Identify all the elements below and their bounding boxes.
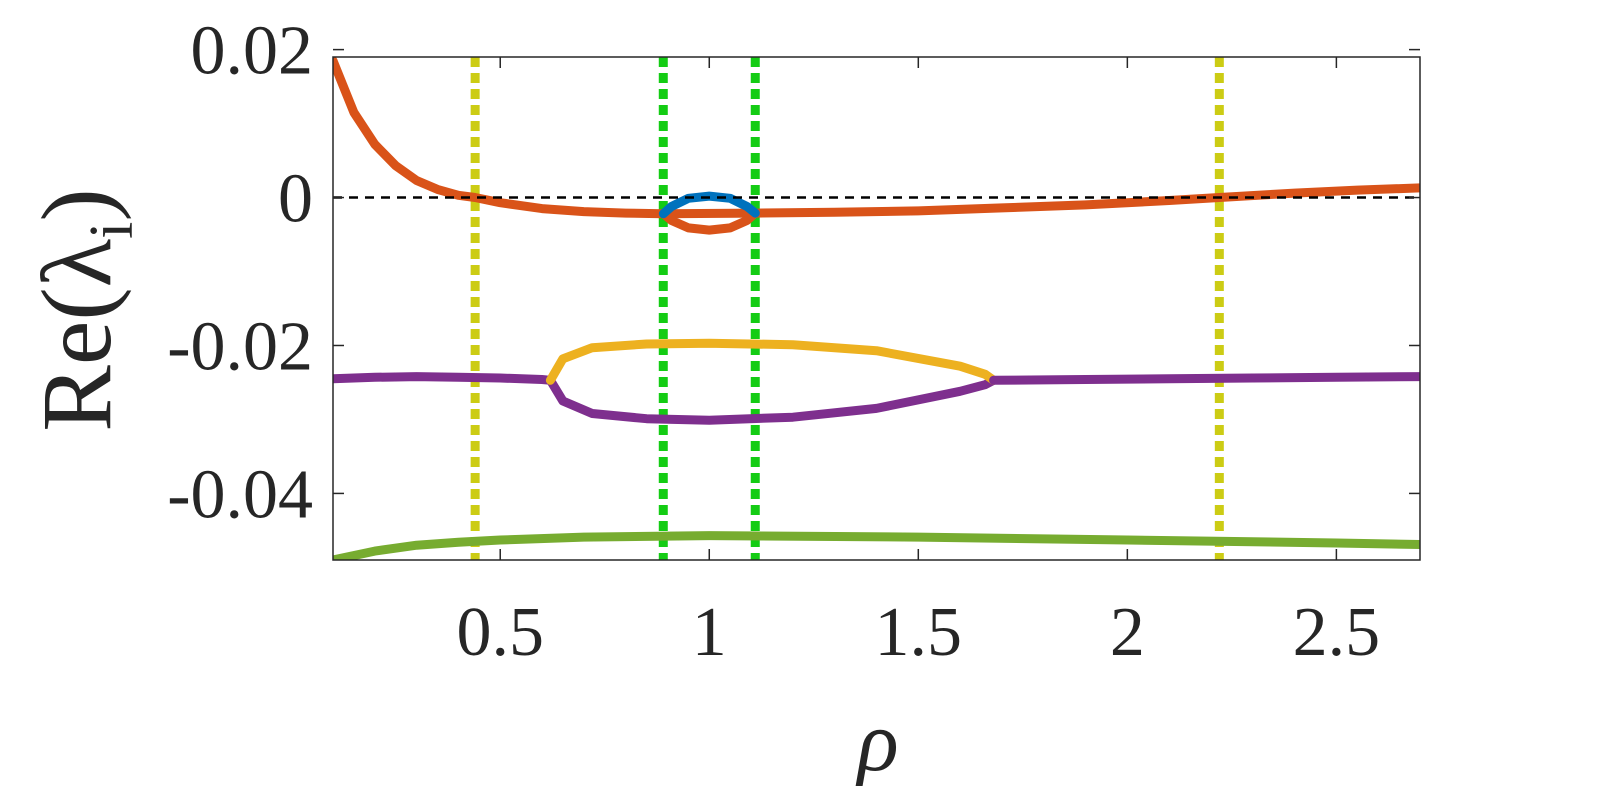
series-lines (333, 57, 1420, 560)
x-axis-label: ρ (854, 693, 898, 786)
x-tick-label-2: 1.5 (875, 594, 963, 671)
vertical-lines (470, 57, 1224, 560)
x-tick-label-4: 2.5 (1293, 594, 1381, 671)
series-line-2 (658, 191, 760, 219)
y-tick-label-0: 0.02 (191, 13, 314, 90)
y-tick-label-2: -0.02 (167, 308, 313, 385)
axis-ticks (333, 48, 1420, 560)
x-tick-label-1: 1 (692, 594, 727, 671)
x-tick-label-0: 0.5 (456, 594, 544, 671)
y-tick-label-1: 0 (278, 161, 313, 238)
series-line-7 (333, 531, 1420, 560)
y-axis-label: Re(λi) (21, 188, 146, 431)
y-tick-label-3: -0.04 (167, 456, 313, 533)
tick-labels: 0.5 1 1.5 2 2.5 0.02 0 -0.02 -0.04 (167, 13, 1380, 671)
series-line-6 (989, 372, 1420, 385)
series-line-0 (333, 57, 1420, 219)
axes-box (332, 56, 1421, 561)
series-line-5 (545, 338, 999, 385)
y-axis-label-main: Re(λ (21, 239, 132, 432)
y-axis-label-close: ) (21, 188, 132, 221)
y-axis-label-subscript: i (78, 222, 146, 239)
series-line-3 (333, 372, 555, 385)
svg-text:Re(λi): Re(λi) (21, 188, 146, 431)
series-line-4 (545, 375, 999, 425)
axes-frame (332, 56, 1421, 561)
series-line-1 (658, 208, 760, 235)
x-tick-label-3: 2 (1110, 594, 1145, 671)
